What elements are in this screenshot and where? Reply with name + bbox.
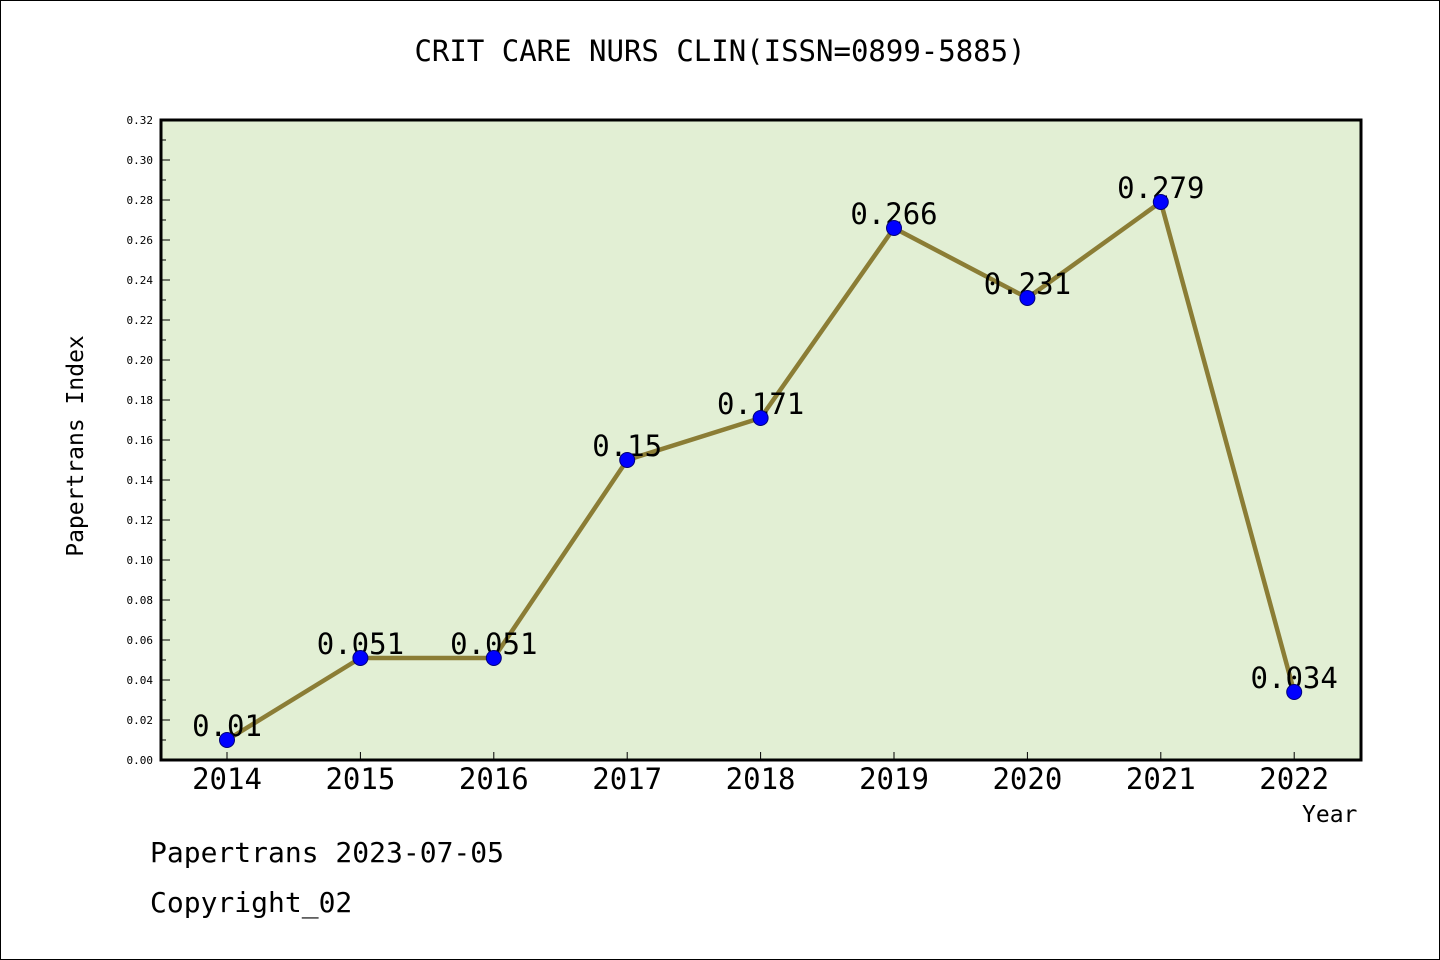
y-tick-label: 0.06 bbox=[127, 634, 154, 647]
y-tick-label: 0.28 bbox=[127, 194, 154, 207]
y-tick-label: 0.22 bbox=[127, 314, 154, 327]
y-tick-label: 0.12 bbox=[127, 514, 154, 527]
x-tick-label: 2015 bbox=[325, 762, 395, 796]
y-tick-label: 0.04 bbox=[127, 674, 154, 687]
data-point bbox=[619, 452, 636, 468]
y-tick-label: 0.26 bbox=[127, 234, 154, 247]
x-axis-label: Year bbox=[1302, 802, 1358, 828]
y-tick-label: 0.16 bbox=[127, 434, 154, 447]
x-tick-label: 2017 bbox=[592, 762, 662, 796]
data-point bbox=[1286, 684, 1303, 700]
x-tick-label: 2020 bbox=[992, 762, 1062, 796]
plot-border bbox=[159, 118, 1363, 762]
y-tick-label: 0.20 bbox=[127, 354, 154, 367]
x-tick-label: 2021 bbox=[1126, 762, 1196, 796]
y-tick-label: 0.00 bbox=[127, 754, 154, 767]
y-tick-label: 0.02 bbox=[127, 714, 154, 727]
data-point bbox=[1019, 290, 1036, 306]
chart-title: CRIT CARE NURS CLIN(ISSN=0899-5885) bbox=[414, 34, 1026, 68]
data-point bbox=[752, 410, 769, 426]
y-tick-label: 0.10 bbox=[127, 554, 154, 567]
footer-copyright: Copyright_02 bbox=[150, 886, 353, 919]
y-tick-label: 0.08 bbox=[127, 594, 154, 607]
data-point bbox=[886, 220, 902, 236]
x-tick-label: 2019 bbox=[859, 762, 929, 796]
plot-area bbox=[161, 120, 1361, 760]
footer-date: Papertrans 2023-07-05 bbox=[150, 836, 505, 869]
x-tick-label: 2014 bbox=[192, 762, 262, 796]
x-tick-label: 2022 bbox=[1259, 762, 1329, 796]
data-point bbox=[219, 732, 235, 748]
x-tick-label: 2016 bbox=[459, 762, 529, 796]
x-tick-label: 2018 bbox=[726, 762, 796, 796]
data-point bbox=[485, 650, 502, 666]
y-tick-label: 0.14 bbox=[127, 474, 154, 487]
data-point bbox=[1152, 194, 1169, 210]
data-point bbox=[352, 650, 369, 666]
y-tick-label: 0.18 bbox=[127, 394, 154, 407]
y-tick-label: 0.32 bbox=[127, 114, 154, 127]
y-tick-label: 0.24 bbox=[127, 274, 154, 287]
y-tick-label: 0.30 bbox=[127, 154, 154, 167]
